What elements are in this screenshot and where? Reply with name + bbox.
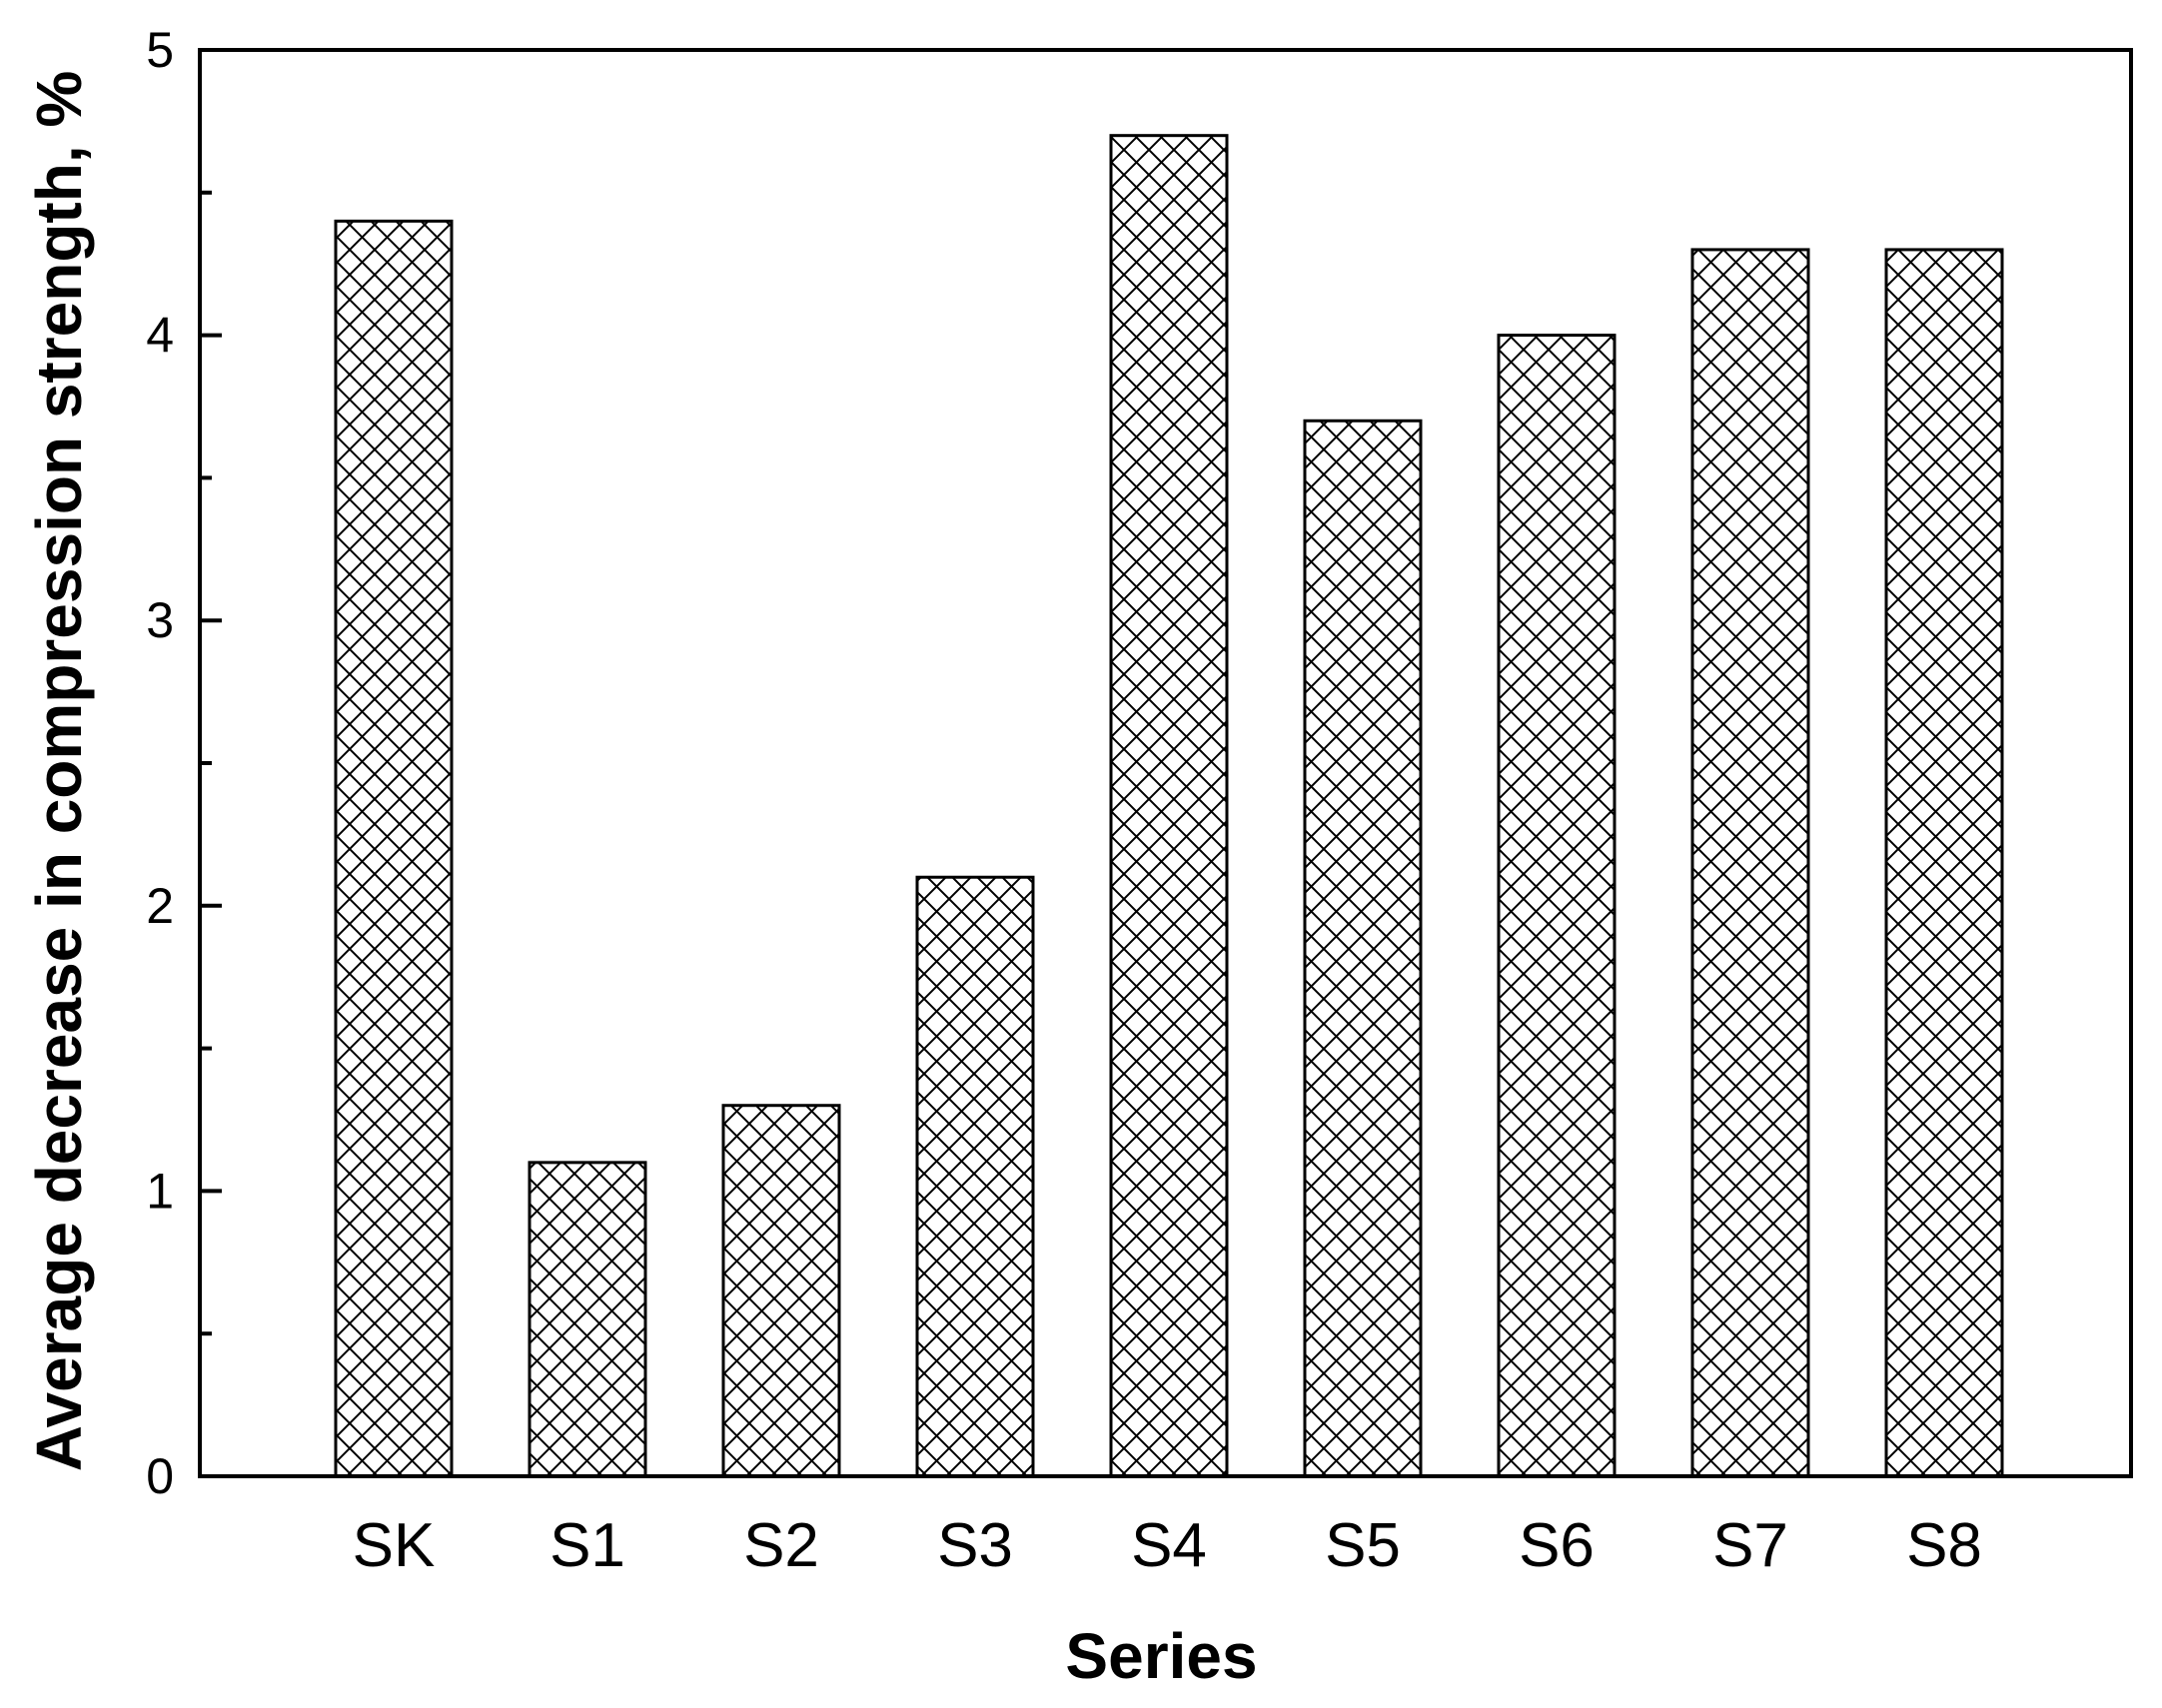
plot-frame (198, 48, 2133, 1478)
x-category-labels: SK S1 S2 S3 S4 S5 S6 S7 S8 (353, 1511, 1982, 1580)
y-tick-label: 0 (146, 1448, 174, 1504)
x-tick-label-s5: S5 (1325, 1511, 1401, 1580)
x-tick-label-s6: S6 (1519, 1511, 1595, 1580)
bar-s1 (528, 1161, 647, 1478)
bar-s3 (915, 875, 1035, 1478)
y-tick-label: 3 (146, 592, 174, 648)
bar-s5 (1303, 419, 1423, 1478)
x-tick-label-s8: S8 (1906, 1511, 1982, 1580)
x-tick-label-s4: S4 (1131, 1511, 1207, 1580)
y-tick-label: 2 (146, 878, 174, 934)
x-tick-label-sk: SK (353, 1511, 436, 1580)
y-tick-label: 5 (146, 22, 174, 78)
bar-s4 (1109, 134, 1229, 1478)
bars-layer (334, 134, 2004, 1478)
x-tick-label-s3: S3 (937, 1511, 1013, 1580)
y-tick-label: 1 (146, 1163, 174, 1219)
bar-s8 (1884, 248, 2004, 1478)
bar-sk (334, 219, 454, 1478)
bar-s6 (1497, 334, 1617, 1478)
bar-s7 (1690, 248, 1810, 1478)
x-axis-title: Series (1065, 1620, 1257, 1692)
bar-s2 (721, 1104, 841, 1478)
y-tick-labels: 0 1 2 3 4 5 (146, 22, 174, 1504)
x-tick-label-s7: S7 (1712, 1511, 1788, 1580)
x-tick-label-s1: S1 (549, 1511, 625, 1580)
x-tick-label-s2: S2 (743, 1511, 819, 1580)
y-axis-title: Average decrease in compression strength… (23, 71, 95, 1472)
y-tick-label: 4 (146, 308, 174, 364)
